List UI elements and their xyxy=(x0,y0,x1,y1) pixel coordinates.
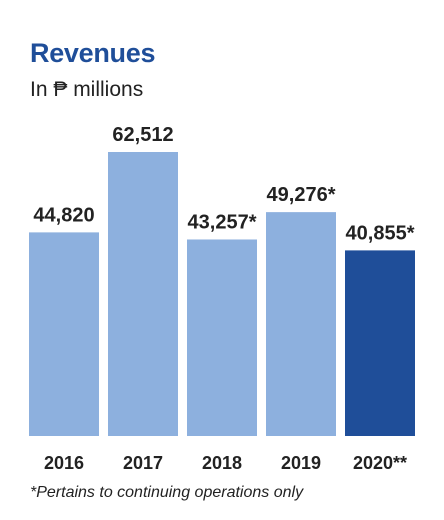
bar-2017 xyxy=(108,152,178,436)
value-label-2019: 49,276* xyxy=(267,184,336,206)
chart-title: Revenues xyxy=(30,38,156,68)
value-label-2018: 43,257* xyxy=(188,211,257,233)
footnote: *Pertains to continuing operations only xyxy=(30,484,304,501)
bar-2020 xyxy=(345,250,415,436)
x-tick-2017: 2017 xyxy=(123,453,163,473)
value-label-2016: 44,820 xyxy=(33,204,94,226)
bar-2019 xyxy=(266,212,336,436)
x-tick-2016: 2016 xyxy=(44,453,84,473)
bar-2016 xyxy=(29,232,99,436)
chart-subtitle: In ₱ millions xyxy=(30,78,144,101)
value-label-2017: 62,512 xyxy=(112,124,173,146)
x-tick-2018: 2018 xyxy=(202,453,242,473)
x-tick-2020: 2020** xyxy=(353,453,407,473)
revenue-bar-chart: 44,820 2016 62,512 2017 43,257* 2018 49,276* 20… xyxy=(29,124,415,473)
x-tick-2019: 2019 xyxy=(281,453,321,473)
value-label-2020: 40,855* xyxy=(346,222,415,244)
bar-2018 xyxy=(187,239,257,436)
